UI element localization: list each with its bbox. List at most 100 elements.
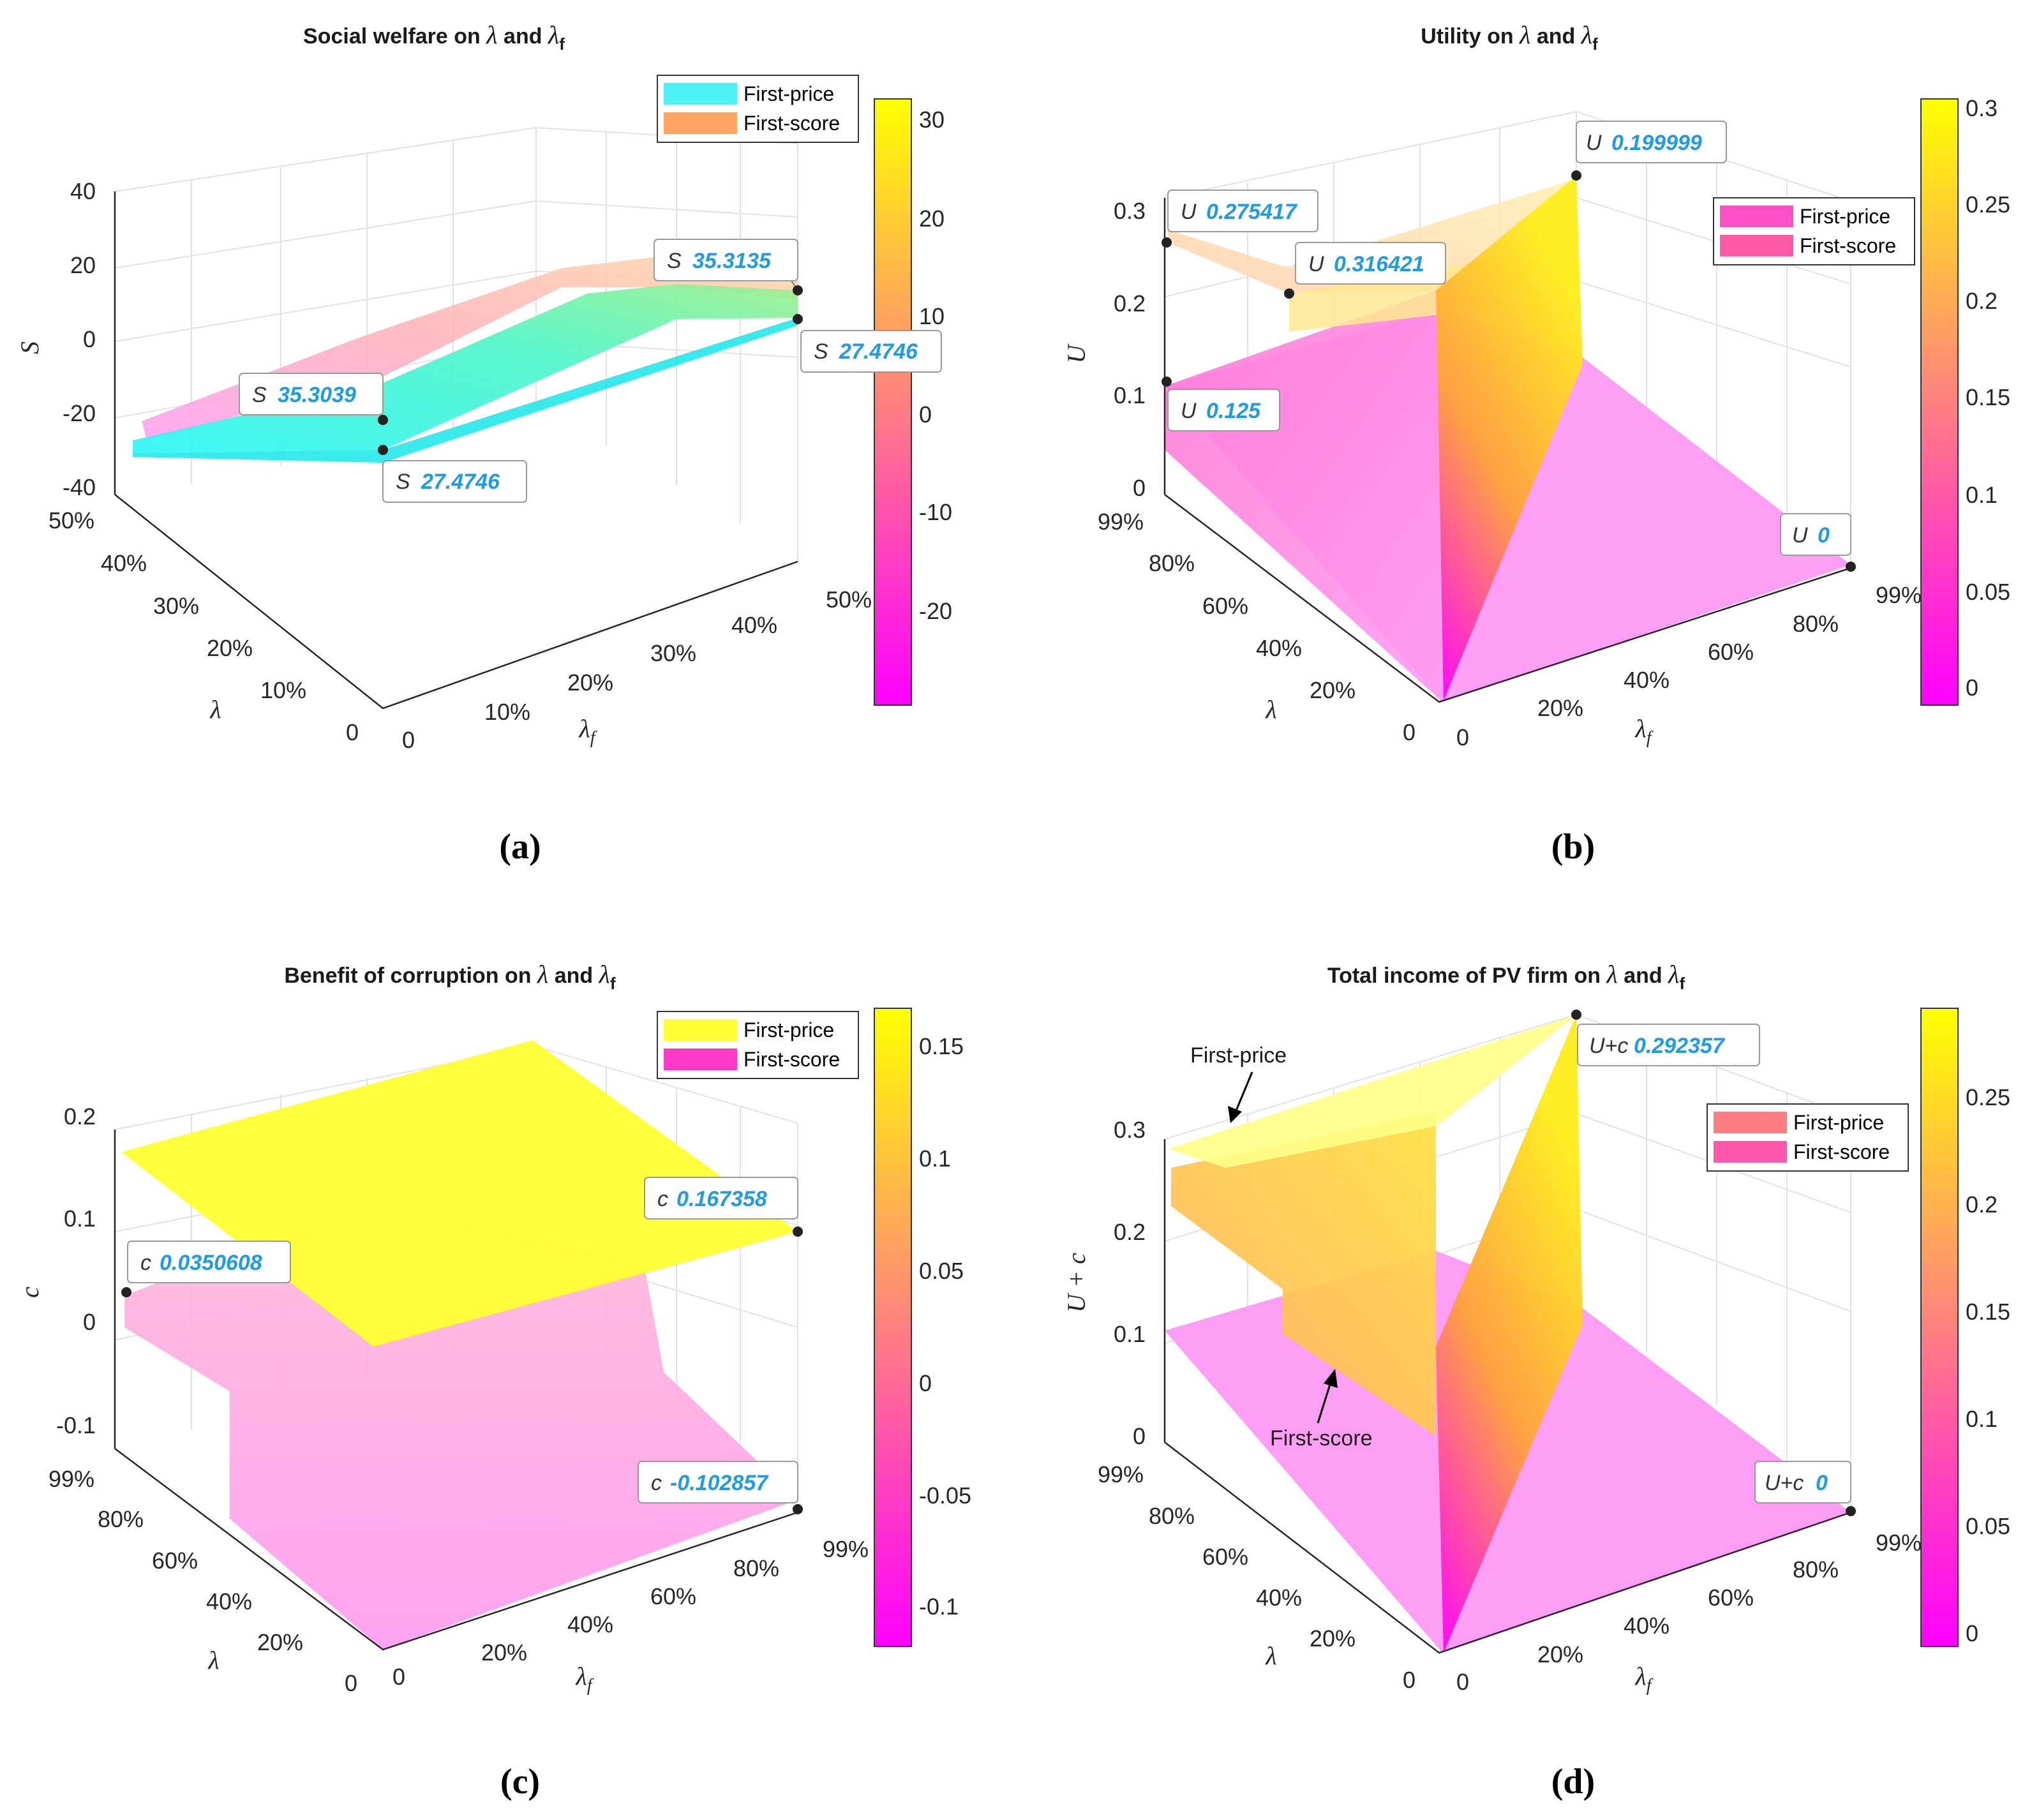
ylabel-c-sub: f: [587, 1676, 594, 1696]
annotations-d: First-price First-score: [1190, 1043, 1373, 1451]
ylabel-c-main: λ: [575, 1662, 586, 1690]
lambdaf-tick: 0: [1456, 1669, 1469, 1695]
datatip: S 35.3135: [654, 239, 803, 295]
lambda-tick: 0: [1403, 1667, 1416, 1693]
colorbar-d: 0.25 0.2 0.15 0.1 0.05 0: [1920, 1008, 2010, 1647]
datatips-b: U 0.199999 U 0.275417 U 0.316421 U 0.125: [1162, 121, 1856, 572]
caption-b: (b): [1551, 827, 1595, 867]
legend-label: First-price: [1793, 1111, 1884, 1134]
lambdaf-tick: 80%: [733, 1555, 779, 1581]
first-price-surface-b: [1168, 179, 1576, 294]
arrow-first-price: [1234, 1071, 1253, 1114]
arrowhead: [1228, 1106, 1242, 1123]
datatip-name: U: [1586, 131, 1602, 155]
colorbar-tick: 0.05: [919, 1258, 964, 1284]
datatip: S 27.4746: [793, 314, 942, 373]
lambdaf-tick: 50%: [826, 586, 872, 613]
ztick: 0.1: [1114, 1321, 1146, 1347]
ztick: 0.3: [1114, 198, 1146, 224]
colorbar-tick: 0: [919, 401, 932, 428]
lambda-tick: 80%: [98, 1506, 144, 1532]
colorbar-tick: 0.3: [1966, 95, 1998, 121]
first-price-surface-d: [1168, 1015, 1576, 1168]
datatip: c 0.0350608: [121, 1241, 291, 1297]
colorbar-b: 0.3 0.25 0.2 0.15 0.1 0.05 0: [1920, 95, 2010, 706]
first-score-surface-c: [124, 1200, 798, 1650]
title-d: Total income of PV firm on λ and λf: [1327, 960, 1685, 993]
zlabel-c: c: [15, 1287, 44, 1298]
legend-label: First-score: [743, 112, 840, 135]
colorbar: [1920, 1008, 1959, 1647]
datatip-value: 0.275417: [1206, 200, 1298, 224]
panel-b-axes: [1163, 198, 1851, 703]
colorbar-tick: 0: [919, 1370, 932, 1396]
lambda-tick: 30%: [153, 593, 199, 619]
colorbar-tick: 0.05: [1966, 579, 2010, 605]
colorbar-tick: 0.2: [1966, 288, 1998, 314]
legend-label: First-price: [743, 82, 834, 105]
legend-swatch: [1720, 205, 1793, 227]
legend-swatch: [1714, 1141, 1787, 1163]
title-d-lambdaf: λ: [1668, 960, 1679, 988]
colorbar: [1920, 98, 1959, 706]
lambda-tick: 40%: [1256, 1585, 1302, 1611]
colorbar-tick: 0.15: [1966, 1299, 2010, 1325]
datatip-value: 0.199999: [1611, 131, 1702, 155]
colorbar: [874, 98, 912, 706]
ylabel-a: λf: [578, 714, 597, 748]
lambdaf-tick: 0: [1456, 724, 1469, 750]
title-c: Benefit of corruption on λ and λf: [284, 960, 616, 993]
legend-swatch: [664, 1019, 737, 1041]
panel-a-lambdaf-ticks: 0 10% 20% 30% 40% 50%: [402, 586, 872, 753]
ylabel-b-main: λ: [1634, 714, 1646, 743]
ztick: 0.3: [1114, 1117, 1146, 1143]
colorbar-tick: 20: [919, 205, 945, 232]
title-b: Utility on λ and λf: [1421, 20, 1598, 54]
datatip-value: -0.102857: [670, 1471, 769, 1495]
lambda-tick: 20%: [1310, 677, 1356, 703]
ztick: -40: [63, 474, 96, 500]
datatips-a: S 35.3135 S 27.4746 S 35.3039 S 27.4746: [239, 239, 942, 503]
panel-d: 0.3 0.2 0.1 0 99% 80% 60% 40% 20% 0 0 20…: [1062, 960, 2010, 1801]
ztick: 0.2: [64, 1103, 96, 1130]
first-price-front-a: [133, 318, 798, 463]
lambda-tick: 80%: [1149, 1503, 1195, 1529]
title-c-and: and: [548, 964, 599, 988]
datatip-value: 27.4746: [839, 339, 918, 364]
lambdaf-tick: 20%: [1537, 695, 1583, 721]
lambda-tick: 60%: [1202, 593, 1248, 619]
annotation-first-price: First-price: [1190, 1043, 1287, 1068]
title-d-and: and: [1618, 964, 1668, 988]
lambda-tick: 50%: [49, 507, 94, 533]
legend-label: First-score: [1793, 1140, 1890, 1163]
datatip-name: U: [1308, 252, 1324, 276]
ylabel-a-main: λ: [578, 714, 590, 743]
colorbar-tick: 0.1: [1966, 482, 1998, 508]
title-a-lambda: λ: [486, 20, 497, 49]
datatip-value: 0: [1816, 1471, 1828, 1495]
datatip-value: 0.0350608: [160, 1251, 262, 1275]
ztick: 0: [1133, 475, 1146, 501]
title-c-main: Benefit of corruption on: [284, 964, 537, 988]
title-c-lambdaf: λ: [599, 960, 610, 988]
legend-swatch: [664, 112, 737, 134]
datatip: U 0.199999: [1571, 121, 1727, 181]
caption-c: (c): [500, 1762, 540, 1801]
datatips-d: U+c 0.292357 U+c 0: [1571, 1010, 1856, 1516]
datatip-name: c: [651, 1471, 662, 1495]
ztick: 0.2: [1114, 1219, 1146, 1245]
lambdaf-tick: 60%: [1708, 639, 1754, 665]
lambda-tick: 99%: [1098, 509, 1144, 535]
datatip-name: S: [252, 383, 267, 407]
colorbar-tick: -20: [919, 598, 952, 624]
lambda-tick: 20%: [207, 635, 253, 661]
ylabel-d: λf: [1634, 1662, 1653, 1696]
title-b-sub: f: [1592, 34, 1598, 54]
datatip-name: U+c: [1765, 1471, 1804, 1495]
lambdaf-tick: 0: [392, 1664, 405, 1690]
legend-swatch: [1714, 1112, 1787, 1133]
panel-c-zticks: 0.2 0.1 0 -0.1: [56, 1103, 96, 1438]
colorbar-tick: 0.15: [1966, 384, 2010, 410]
legend-swatch: [664, 1048, 737, 1070]
